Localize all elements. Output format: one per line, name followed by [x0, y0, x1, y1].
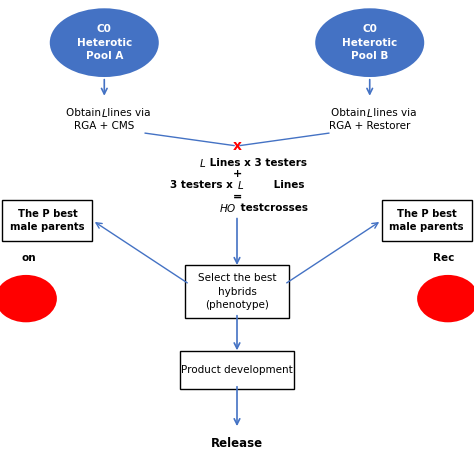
- Ellipse shape: [417, 275, 474, 322]
- Text: $\bf\it{L}$: $\bf\it{L}$: [237, 179, 244, 191]
- FancyBboxPatch shape: [180, 351, 294, 389]
- Ellipse shape: [50, 8, 159, 77]
- Text: +: +: [232, 169, 242, 179]
- Text: RGA + Restorer: RGA + Restorer: [329, 120, 410, 131]
- Text: Product development: Product development: [181, 365, 293, 375]
- Text: $\bf\it{L}$: $\bf\it{L}$: [366, 107, 374, 119]
- Text: The P best
male parents: The P best male parents: [10, 209, 85, 232]
- FancyBboxPatch shape: [185, 265, 289, 318]
- Ellipse shape: [0, 275, 57, 322]
- Text: on: on: [21, 253, 36, 264]
- Text: Rec: Rec: [432, 253, 454, 264]
- Text: C0
Heterotic
Pool B: C0 Heterotic Pool B: [342, 25, 397, 61]
- Text: =: =: [232, 191, 242, 202]
- Text: $\bf\it{HO}$: $\bf\it{HO}$: [219, 202, 237, 214]
- Ellipse shape: [315, 8, 424, 77]
- FancyBboxPatch shape: [2, 200, 92, 241]
- Text: Lines: Lines: [270, 180, 305, 191]
- Text: Select the best
hybrids
(phenotype): Select the best hybrids (phenotype): [198, 273, 276, 310]
- Text: $\bf\it{L}$: $\bf\it{L}$: [199, 156, 206, 169]
- Text: $\bf\it{L}$: $\bf\it{L}$: [100, 107, 108, 119]
- Text: C0
Heterotic
Pool A: C0 Heterotic Pool A: [77, 25, 132, 61]
- Text: Obtain: Obtain: [66, 108, 104, 118]
- Text: 3 testers x: 3 testers x: [171, 180, 237, 191]
- Text: lines via: lines via: [104, 108, 151, 118]
- Text: testcrosses: testcrosses: [237, 203, 308, 213]
- Text: RGA + CMS: RGA + CMS: [74, 120, 135, 131]
- Text: Obtain: Obtain: [331, 108, 370, 118]
- Text: Release: Release: [211, 437, 263, 450]
- Text: The P best
male parents: The P best male parents: [389, 209, 464, 232]
- Text: lines via: lines via: [370, 108, 416, 118]
- Text: x: x: [233, 139, 241, 153]
- Text: Lines x 3 testers: Lines x 3 testers: [206, 157, 307, 168]
- FancyBboxPatch shape: [382, 200, 472, 241]
